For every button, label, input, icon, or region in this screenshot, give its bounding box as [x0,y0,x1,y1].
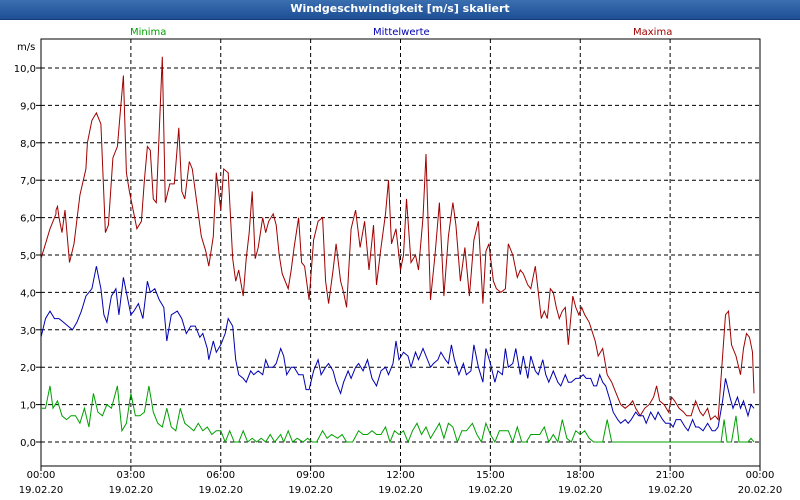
x-tick-time: 15:00 [476,470,505,481]
legend-mittelwerte: Mittelwerte [373,27,430,38]
x-tick-time: 00:00 [27,470,56,481]
y-tick-label: 5,0 [20,251,36,262]
series-line-minima [41,385,755,444]
y-tick-label: 0,0 [20,438,36,449]
series-line-mittelwerte [40,266,755,432]
x-tick-date: 19.02.20 [378,485,423,496]
x-tick-date: 20.02.20 [738,485,783,496]
series-line-maxima [40,56,755,421]
y-tick-label: 3,0 [20,326,36,337]
y-axis: 0,0 1,0 2,0 3,0 4,0 5,0 6,0 7,0 8,0 9,0 10,0 [14,64,41,449]
x-tick-date: 19.02.20 [19,485,64,496]
title-bar: Windgeschwindigkeit [m/s] skaliert [0,0,800,20]
x-tick-date: 19.02.20 [288,485,333,496]
y-tick-label: 7,0 [20,176,36,187]
x-tick-time: 09:00 [296,470,325,481]
x-tick-time: 03:00 [116,470,145,481]
x-tick-time: 00:00 [746,470,775,481]
x-tick-time: 18:00 [566,470,595,481]
legend-maxima: Maxima [633,27,672,38]
y-tick-label: 10,0 [14,64,36,75]
y-axis-unit-label: m/s [17,42,35,53]
y-tick-label: 9,0 [20,101,36,112]
x-tick-time: 21:00 [656,470,685,481]
legend-minima: Minima [130,27,166,38]
y-tick-label: 8,0 [20,139,36,150]
x-tick-date: 19.02.20 [648,485,693,496]
x-axis: 00:00 19.02.20 03:00 19.02.20 06:00 19.02.20 0… [19,466,783,496]
x-tick-date: 19.02.20 [558,485,603,496]
chart-title: Windgeschwindigkeit [m/s] skaliert [290,2,510,15]
x-tick-date: 19.02.20 [198,485,243,496]
y-tick-label: 6,0 [20,214,36,225]
y-tick-label: 2,0 [20,363,36,374]
x-tick-date: 19.02.20 [109,485,154,496]
x-tick-time: 12:00 [386,470,415,481]
x-tick-date: 19.02.20 [468,485,513,496]
chart-area: 0,0 1,0 2,0 3,0 4,0 5,0 6,0 7,0 8,0 9,0 10,0 00:00… [0,20,800,500]
series-lines [40,56,755,444]
x-tick-time: 06:00 [206,470,235,481]
y-tick-label: 4,0 [20,288,36,299]
y-tick-label: 1,0 [20,401,36,412]
